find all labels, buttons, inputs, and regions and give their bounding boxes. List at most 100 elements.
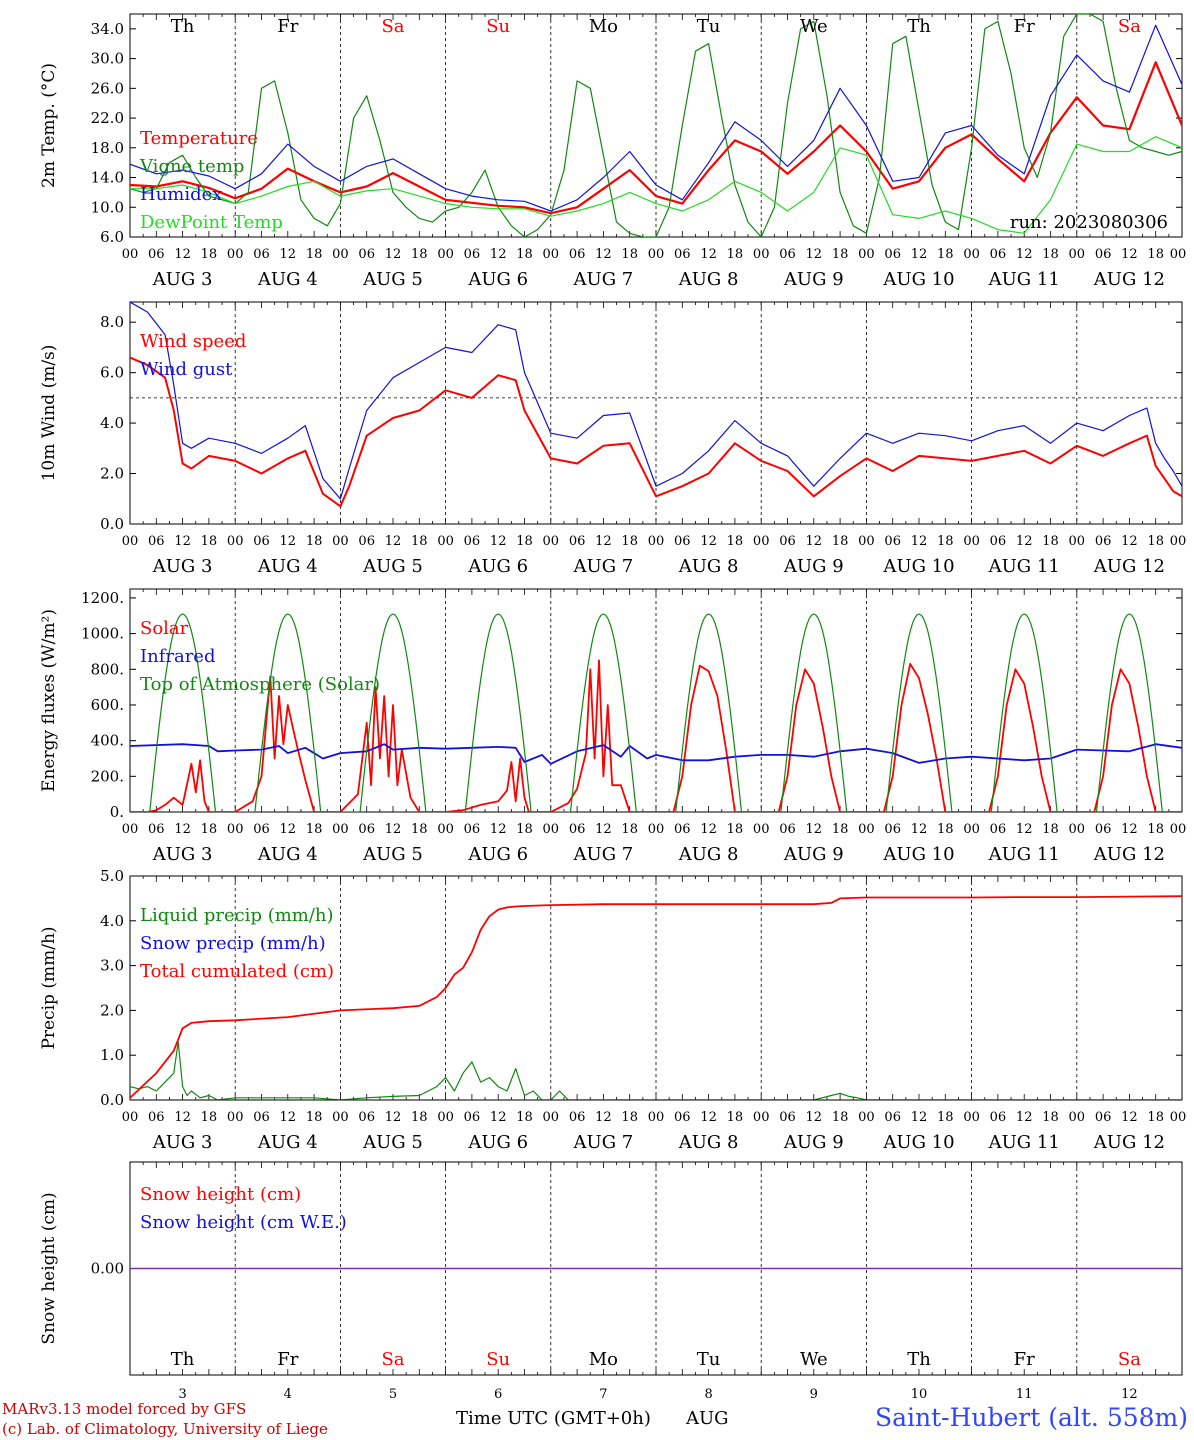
day-number-label: 12 <box>1121 1387 1138 1402</box>
hour-tick-label: 00 <box>753 247 770 262</box>
hour-tick-label: 06 <box>884 1110 901 1125</box>
date-label: AUG 10 <box>882 269 954 290</box>
hour-tick-label: 18 <box>201 247 218 262</box>
day-name-label: Su <box>486 1349 510 1370</box>
hour-tick-label: 06 <box>358 822 375 837</box>
hour-tick-label: 18 <box>621 822 638 837</box>
hour-tick-label: 06 <box>464 1110 481 1125</box>
legend-entry: Infrared <box>140 646 215 667</box>
series-line-solar <box>130 659 1182 812</box>
hour-tick-label: 00 <box>963 247 980 262</box>
hour-tick-label: 12 <box>1016 822 1033 837</box>
hour-tick-label: 00 <box>648 534 665 549</box>
panel-2: 0.0 2.0 4.0 6.0 8.0 10m Wind (m/s) Wind speed W… <box>39 301 1186 577</box>
day-name-label: We <box>800 1349 828 1370</box>
hour-tick-label: 18 <box>727 534 744 549</box>
hour-tick-label: 00 <box>227 822 244 837</box>
hour-tick-label: 12 <box>385 822 402 837</box>
hour-tick-label: 18 <box>1147 247 1164 262</box>
date-label: AUG 11 <box>988 269 1060 290</box>
hour-tick-label: 06 <box>148 822 165 837</box>
x-axis-label: Time UTC (GMT+0h) <box>456 1408 651 1429</box>
hour-tick-label: 18 <box>411 1110 428 1125</box>
hour-tick-label: 18 <box>201 534 218 549</box>
hour-tick-label: 06 <box>1095 822 1112 837</box>
date-label: AUG 9 <box>783 1132 844 1153</box>
hour-tick-label: 06 <box>779 822 796 837</box>
hour-tick-label: 00 <box>1170 1110 1187 1125</box>
day-name-label: Fr <box>277 16 298 37</box>
hour-tick-label: 00 <box>122 822 139 837</box>
date-label: AUG 7 <box>573 269 634 290</box>
hour-tick-label: 12 <box>806 1110 823 1125</box>
run-annotation: run: 2023080306 <box>1010 212 1168 233</box>
hour-tick-label: 06 <box>990 247 1007 262</box>
day-name-label: Sa <box>1118 16 1141 37</box>
hour-tick-label: 12 <box>911 247 928 262</box>
hour-tick-label: 18 <box>621 1110 638 1125</box>
date-label: AUG 10 <box>882 1132 954 1153</box>
day-name-label: Sa <box>381 1349 404 1370</box>
date-label: AUG 12 <box>1093 844 1165 865</box>
hour-tick-label: 00 <box>858 822 875 837</box>
date-label: AUG 4 <box>257 1132 318 1153</box>
y-tick-label: 5.0 <box>100 867 124 885</box>
hour-tick-label: 12 <box>595 247 612 262</box>
hour-tick-label: 18 <box>306 1110 323 1125</box>
day-name-label: Su <box>486 16 510 37</box>
hour-tick-label: 00 <box>227 534 244 549</box>
hour-tick-label: 00 <box>543 822 560 837</box>
hour-tick-label: 12 <box>490 534 507 549</box>
hour-tick-label: 00 <box>227 1110 244 1125</box>
hour-tick-label: 12 <box>280 247 297 262</box>
hour-tick-label: 06 <box>1095 247 1112 262</box>
day-number-label: 10 <box>911 1387 928 1402</box>
plot-frame <box>129 588 1183 813</box>
hour-tick-label: 18 <box>621 247 638 262</box>
hour-tick-label: 18 <box>411 822 428 837</box>
y-axis-label: 10m Wind (m/s) <box>39 345 59 482</box>
y-tick-label: 1200. <box>81 589 124 607</box>
date-label: AUG 8 <box>678 556 739 577</box>
hour-tick-label: 06 <box>253 247 270 262</box>
hour-tick-label: 06 <box>358 534 375 549</box>
hour-tick-label: 06 <box>990 534 1007 549</box>
hour-tick-label: 12 <box>490 247 507 262</box>
panel-4: 0.0 1.0 2.0 3.0 4.0 5.0 Precip (mm/h) Liquid pr… <box>39 867 1186 1153</box>
hour-tick-label: 06 <box>253 534 270 549</box>
legend-entry: Humidex <box>140 184 222 205</box>
hour-tick-label: 18 <box>832 822 849 837</box>
hour-tick-label: 06 <box>674 822 691 837</box>
day-name-label: Th <box>907 16 931 37</box>
hour-tick-label: 00 <box>753 822 770 837</box>
hour-tick-label: 06 <box>358 247 375 262</box>
date-label: AUG 4 <box>257 844 318 865</box>
hour-tick-label: 06 <box>569 1110 586 1125</box>
hour-tick-label: 12 <box>490 1110 507 1125</box>
date-label: AUG 6 <box>467 844 528 865</box>
hour-tick-label: 12 <box>280 822 297 837</box>
hour-tick-label: 12 <box>280 534 297 549</box>
hour-tick-label: 06 <box>464 247 481 262</box>
hour-tick-label: 00 <box>437 247 454 262</box>
y-tick-label: 1.0 <box>100 1046 124 1064</box>
hour-tick-label: 00 <box>543 1110 560 1125</box>
y-tick-label: 400. <box>91 732 124 750</box>
y-tick-label: 0.00 <box>91 1260 124 1278</box>
hour-tick-label: 06 <box>884 534 901 549</box>
day-number-label: 11 <box>1016 1387 1033 1402</box>
legend-entry: Wind speed <box>140 331 246 352</box>
hour-tick-label: 12 <box>595 822 612 837</box>
hour-tick-label: 18 <box>516 822 533 837</box>
y-tick-label: 2.0 <box>100 1001 124 1019</box>
y-tick-label: 600. <box>91 696 124 714</box>
legend-entry: Wind gust <box>140 359 233 380</box>
hour-tick-label: 12 <box>174 247 191 262</box>
day-name-label: Th <box>171 1349 195 1370</box>
hour-tick-label: 06 <box>674 247 691 262</box>
date-label: AUG 6 <box>467 556 528 577</box>
day-name-label: Fr <box>1014 16 1035 37</box>
panel-5: 0.00 Snow height (cm) Snow height (cm) Snow… <box>39 1161 1183 1402</box>
hour-tick-label: 18 <box>306 247 323 262</box>
hour-tick-label: 00 <box>753 1110 770 1125</box>
